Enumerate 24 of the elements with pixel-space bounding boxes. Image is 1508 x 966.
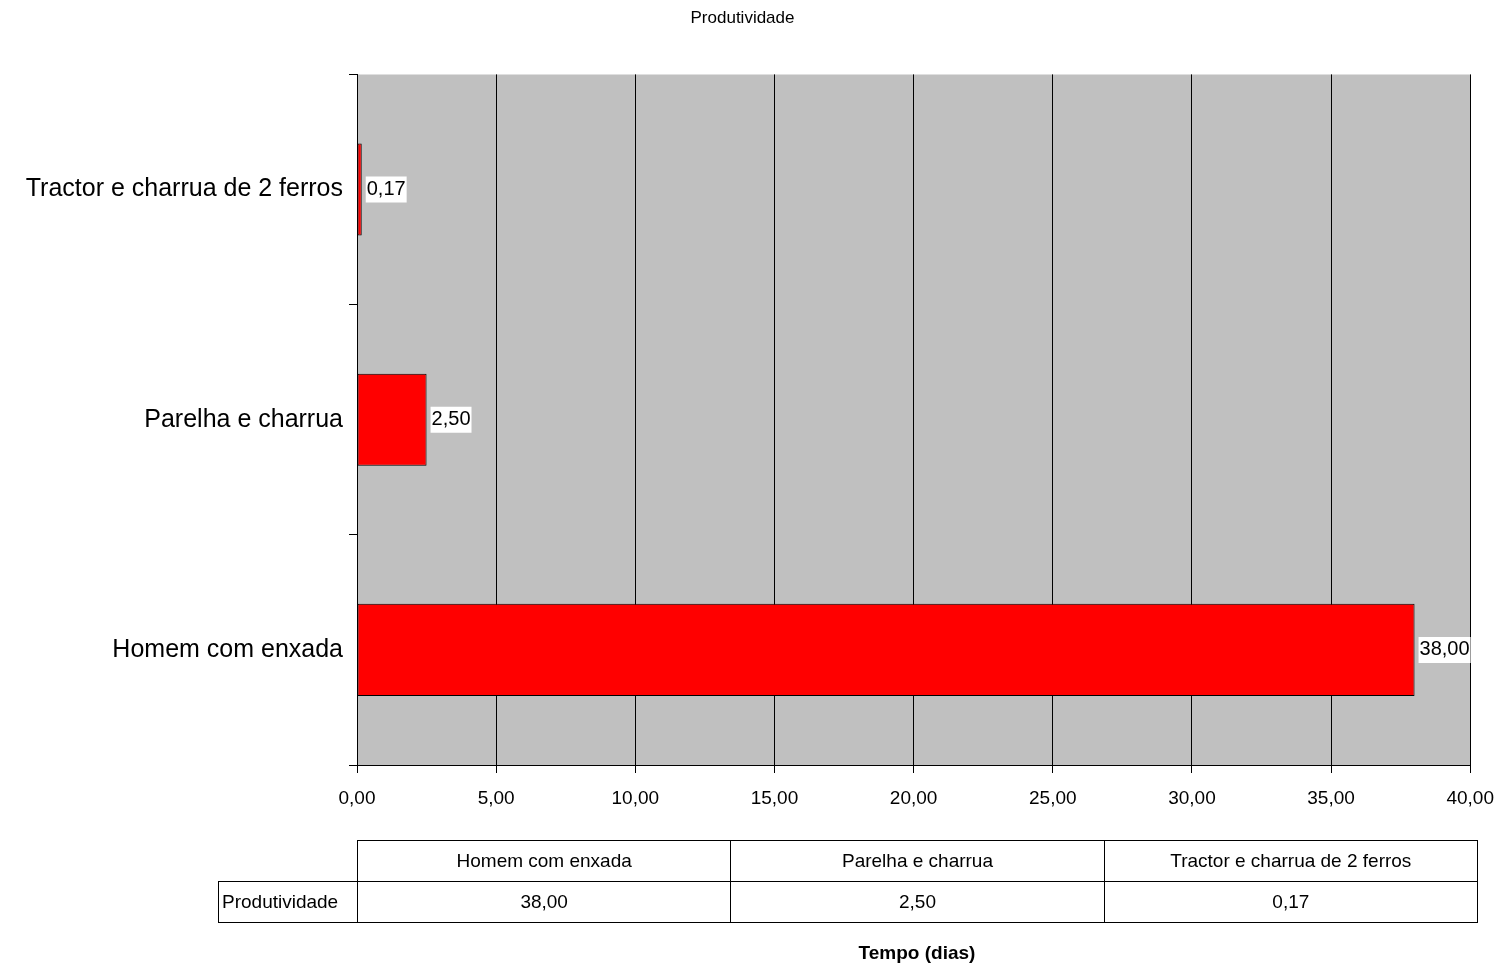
text: Tempo (dias) — [857, 942, 977, 964]
text: 0,17 — [1272, 891, 1310, 912]
x-tick-label: 10,00 — [611, 786, 660, 808]
chart-title: Produtividade — [690, 7, 795, 27]
y-tick-label: Parelha e charrua — [144, 403, 344, 432]
x-tick-label: 30,00 — [1168, 786, 1216, 808]
x-tick-label: 25,00 — [1028, 786, 1077, 808]
category-label: Tractor e charrua de 2 ferros — [1170, 850, 1412, 871]
y-tick-label: Tractor e charrua de 2 ferros — [25, 173, 343, 202]
text: Produtividade — [218, 881, 358, 923]
x-tick-label: 5,00 — [477, 786, 515, 808]
text: 38,00 — [520, 891, 568, 912]
x-tick-label: 15,00 — [750, 786, 799, 808]
category-label: Homem com enxada — [456, 850, 632, 871]
x-tick-label: 20,00 — [889, 786, 938, 808]
x-tick-label: 0,00 — [338, 786, 376, 808]
text: 2,50 — [899, 891, 936, 912]
data-label: 2,50 — [431, 407, 471, 430]
y-tick-label: Homem com enxada — [112, 633, 344, 662]
data-label: 38,00 — [1419, 637, 1470, 660]
x-tick-label: 35,00 — [1307, 786, 1355, 808]
category-label: Parelha e charrua — [841, 850, 994, 871]
x-tick-label: 40,00 — [1446, 786, 1494, 808]
data-label: 0,17 — [366, 177, 406, 200]
